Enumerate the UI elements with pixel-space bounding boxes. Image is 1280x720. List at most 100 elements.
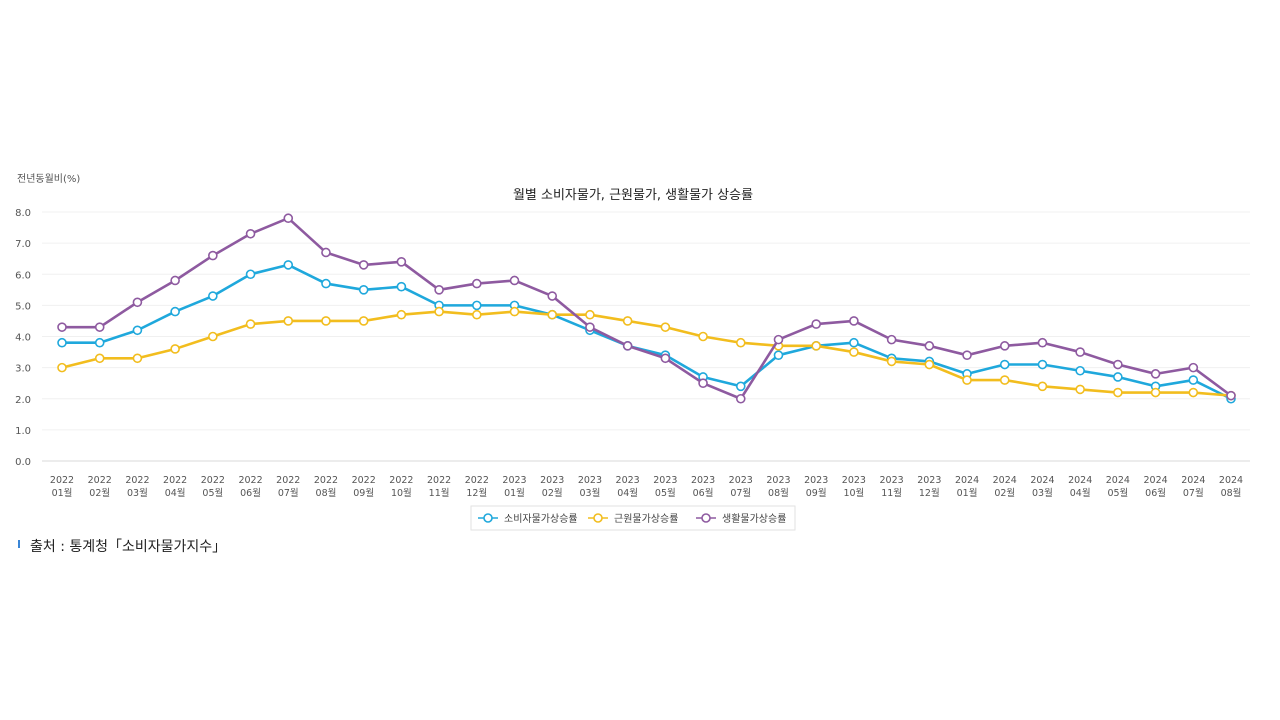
legend-item[interactable]: 소비자물가상승률: [478, 513, 578, 525]
x-tick-year: 2023: [502, 475, 526, 486]
x-tick-year: 2022: [314, 475, 338, 486]
x-tick-month: 03월: [1032, 487, 1053, 499]
data-point[interactable]: [622, 341, 633, 351]
data-point[interactable]: [57, 337, 67, 348]
data-point[interactable]: [773, 334, 784, 345]
data-point[interactable]: [132, 353, 143, 364]
data-point[interactable]: [1037, 359, 1048, 370]
data-point[interactable]: [170, 306, 180, 317]
data-point[interactable]: [811, 319, 821, 329]
data-point[interactable]: [547, 291, 558, 301]
data-point[interactable]: [1226, 390, 1236, 401]
legend[interactable]: 소비자물가상승률 근원물가상승률 생활물가상승률: [470, 505, 796, 531]
data-point[interactable]: [321, 278, 331, 289]
data-point[interactable]: [735, 393, 746, 404]
series-layer: [57, 213, 1236, 404]
data-point[interactable]: [245, 269, 256, 280]
series-line: [60, 216, 1233, 401]
data-point[interactable]: [1037, 381, 1048, 392]
data-point[interactable]: [924, 341, 935, 351]
data-point[interactable]: [1113, 387, 1123, 398]
data-point[interactable]: [170, 275, 180, 286]
data-point[interactable]: [57, 322, 67, 332]
x-tick-year: 2024: [1219, 475, 1243, 486]
data-point[interactable]: [849, 347, 859, 357]
data-point[interactable]: [1113, 359, 1123, 370]
data-point[interactable]: [585, 322, 595, 332]
data-point[interactable]: [849, 337, 859, 348]
x-tick-year: 2022: [125, 475, 149, 486]
data-point[interactable]: [999, 359, 1010, 370]
x-tick-month: 03월: [580, 487, 601, 499]
data-point[interactable]: [245, 319, 256, 329]
data-point[interactable]: [132, 325, 143, 336]
data-point[interactable]: [396, 309, 407, 320]
data-point[interactable]: [1075, 384, 1085, 395]
data-point[interactable]: [924, 359, 935, 370]
data-point[interactable]: [660, 353, 671, 364]
data-point[interactable]: [94, 322, 105, 332]
data-point[interactable]: [509, 275, 520, 286]
data-point[interactable]: [849, 316, 859, 326]
x-tick-month: 08월: [768, 487, 789, 499]
data-point[interactable]: [660, 322, 671, 332]
data-point[interactable]: [283, 316, 294, 326]
data-point[interactable]: [999, 375, 1010, 385]
data-point[interactable]: [1075, 347, 1085, 357]
data-point[interactable]: [886, 334, 897, 345]
x-tick-year: 2023: [842, 475, 866, 486]
data-point[interactable]: [1150, 387, 1161, 398]
data-point[interactable]: [358, 260, 369, 270]
data-point[interactable]: [57, 362, 67, 373]
data-point[interactable]: [1113, 372, 1123, 382]
data-point[interactable]: [735, 381, 746, 392]
data-point[interactable]: [1188, 375, 1199, 385]
data-point[interactable]: [509, 306, 520, 317]
data-point[interactable]: [132, 297, 143, 308]
data-point[interactable]: [622, 316, 633, 326]
data-point[interactable]: [321, 247, 331, 258]
data-point[interactable]: [208, 331, 218, 342]
data-point[interactable]: [434, 306, 444, 317]
data-point[interactable]: [1188, 362, 1199, 373]
legend-item[interactable]: 근원물가상승률: [588, 513, 678, 525]
legend-item[interactable]: 생활물가상승률: [696, 512, 786, 525]
data-point[interactable]: [962, 350, 972, 360]
data-point[interactable]: [811, 341, 821, 351]
data-point[interactable]: [358, 285, 369, 295]
data-point[interactable]: [396, 281, 407, 292]
data-point[interactable]: [698, 331, 708, 342]
data-point[interactable]: [321, 316, 331, 326]
data-point[interactable]: [94, 337, 105, 348]
data-point[interactable]: [1150, 369, 1161, 379]
data-point[interactable]: [472, 300, 482, 311]
data-point[interactable]: [434, 285, 444, 295]
data-point[interactable]: [585, 309, 595, 320]
data-point[interactable]: [1037, 337, 1048, 348]
data-point[interactable]: [396, 256, 407, 267]
data-point[interactable]: [170, 344, 180, 354]
data-point[interactable]: [245, 228, 256, 239]
x-tick-year: 2022: [88, 475, 112, 486]
data-point[interactable]: [735, 337, 746, 348]
data-point[interactable]: [283, 260, 294, 270]
data-point[interactable]: [547, 309, 558, 320]
data-point[interactable]: [472, 309, 482, 320]
data-point[interactable]: [283, 213, 294, 224]
data-point[interactable]: [962, 375, 972, 385]
x-tick-year: 2022: [238, 475, 262, 486]
data-point[interactable]: [1188, 387, 1199, 398]
data-point[interactable]: [208, 250, 218, 261]
data-point[interactable]: [472, 278, 482, 289]
data-point[interactable]: [698, 378, 708, 388]
data-point[interactable]: [358, 316, 369, 326]
x-tick-year: 2023: [917, 475, 941, 486]
x-tick-month: 08월: [1221, 487, 1242, 499]
data-point[interactable]: [1075, 365, 1085, 376]
data-point[interactable]: [999, 341, 1010, 351]
data-point[interactable]: [886, 356, 897, 367]
data-point[interactable]: [773, 350, 784, 360]
data-point[interactable]: [94, 353, 105, 364]
x-tick-year: 2022: [352, 475, 376, 486]
data-point[interactable]: [208, 291, 218, 301]
